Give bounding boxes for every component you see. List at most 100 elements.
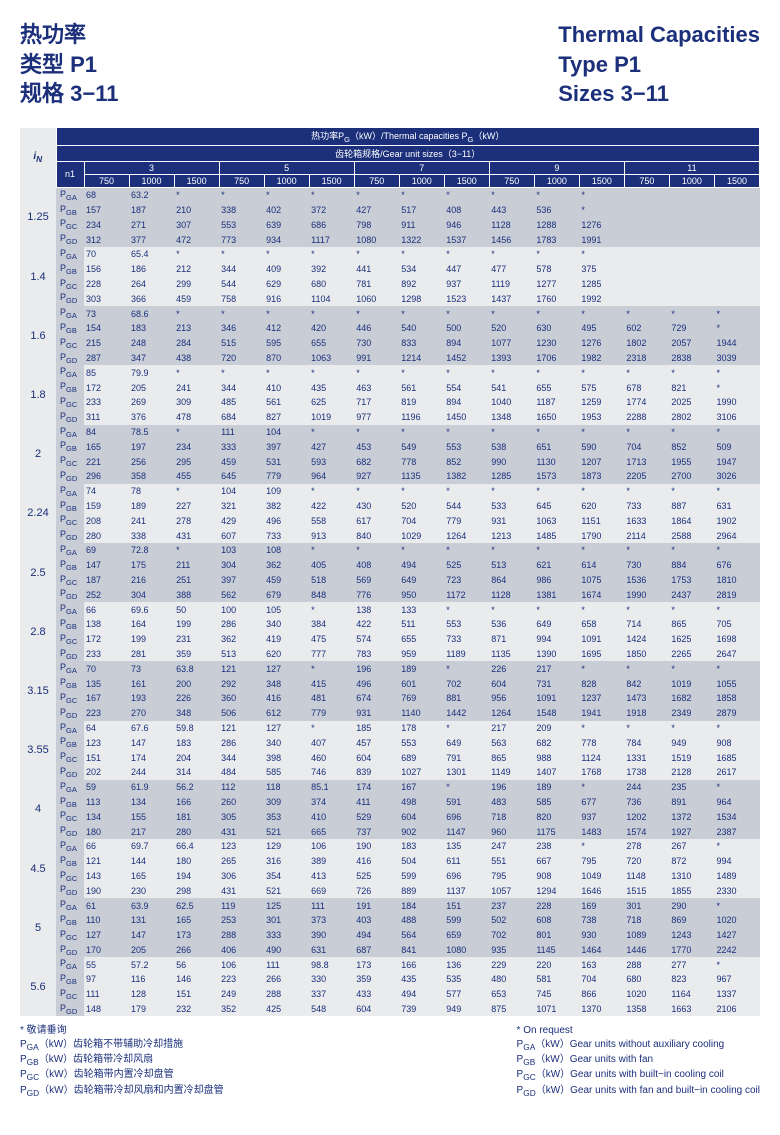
table-cell: 69.7 <box>129 839 174 854</box>
table-cell: * <box>489 484 534 499</box>
table-cell: * <box>309 661 354 676</box>
table-cell: 1941 <box>579 706 624 721</box>
table-cell: * <box>174 543 219 558</box>
table-cell <box>669 277 714 292</box>
sub-label: PGB <box>56 972 84 987</box>
table-cell: * <box>534 484 579 499</box>
table-cell: 1089 <box>624 928 669 943</box>
header-n1: n1 <box>56 161 84 187</box>
table-cell: * <box>444 187 489 202</box>
table-cell: * <box>579 365 624 380</box>
table-cell: 202 <box>84 765 129 780</box>
table-cell: 1372 <box>669 809 714 824</box>
table-cell: 97 <box>84 972 129 987</box>
table-cell: 745 <box>534 987 579 1002</box>
table-cell: 894 <box>444 336 489 351</box>
table-cell: 602 <box>624 321 669 336</box>
table-cell: 2318 <box>624 351 669 366</box>
header-speed: 1500 <box>174 174 219 187</box>
table-cell: 173 <box>354 957 399 972</box>
table-cell: 1071 <box>534 1002 579 1017</box>
table-cell: 235 <box>669 780 714 795</box>
table-cell: 1137 <box>444 883 489 898</box>
table-cell: 180 <box>84 824 129 839</box>
table-cell: 569 <box>354 573 399 588</box>
table-cell: 655 <box>534 380 579 395</box>
table-cell: 175 <box>129 558 174 573</box>
table-cell: * <box>714 602 759 617</box>
table-cell: 164 <box>129 617 174 632</box>
table-cell: 477 <box>489 262 534 277</box>
header-speed: 750 <box>354 174 399 187</box>
table-cell: 1370 <box>579 1002 624 1017</box>
table-cell: 949 <box>669 735 714 750</box>
table-cell: 964 <box>714 795 759 810</box>
table-cell: 127 <box>84 928 129 943</box>
table-cell: 156 <box>84 262 129 277</box>
table-cell: 59.8 <box>174 721 219 736</box>
table-cell: 678 <box>624 380 669 395</box>
table-cell <box>624 262 669 277</box>
table-cell: 544 <box>444 499 489 514</box>
table-cell: * <box>534 365 579 380</box>
table-cell: 234 <box>174 439 219 454</box>
table-cell: 459 <box>174 291 219 306</box>
table-cell: 717 <box>354 395 399 410</box>
table-cell: 217 <box>534 661 579 676</box>
table-cell: 238 <box>534 839 579 854</box>
table-cell: 412 <box>264 321 309 336</box>
table-cell: 304 <box>129 587 174 602</box>
table-cell: 1783 <box>534 232 579 247</box>
table-cell: 2057 <box>669 336 714 351</box>
table-cell: 2964 <box>714 528 759 543</box>
table-cell: 1625 <box>669 632 714 647</box>
table-cell: * <box>669 543 714 558</box>
table-cell: 677 <box>579 795 624 810</box>
table-cell: 1953 <box>579 410 624 425</box>
table-cell: 2879 <box>714 706 759 721</box>
table-cell: 689 <box>399 750 444 765</box>
table-cell: 908 <box>714 735 759 750</box>
table-cell: 1990 <box>714 395 759 410</box>
table-cell: 228 <box>534 898 579 913</box>
table-cell: 229 <box>489 957 534 972</box>
table-cell: 737 <box>354 824 399 839</box>
table-cell: 614 <box>579 558 624 573</box>
table-cell: 674 <box>354 691 399 706</box>
table-cell: 199 <box>174 617 219 632</box>
table-cell: 1548 <box>534 706 579 721</box>
table-cell: * <box>714 425 759 440</box>
table-cell: 521 <box>264 883 309 898</box>
table-cell: * <box>444 602 489 617</box>
sub-label: PGA <box>56 543 84 558</box>
table-cell: 416 <box>354 854 399 869</box>
table-cell: 540 <box>399 321 444 336</box>
table-cell: 382 <box>264 499 309 514</box>
sub-label: PGD <box>56 1002 84 1017</box>
table-cell: * <box>624 661 669 676</box>
table-cell: 191 <box>354 898 399 913</box>
table-cell: 1027 <box>399 765 444 780</box>
thermal-table: iN热功率PG（kW）/Thermal capacities PG（kW）齿轮箱… <box>20 127 760 1016</box>
table-cell: 352 <box>219 1002 264 1017</box>
table-cell: 57.2 <box>129 957 174 972</box>
table-cell: 306 <box>219 869 264 884</box>
table-cell: 256 <box>129 454 174 469</box>
table-cell: 199 <box>129 632 174 647</box>
table-cell: 78.5 <box>129 425 174 440</box>
table-cell: 104 <box>219 484 264 499</box>
table-cell: * <box>219 247 264 262</box>
table-cell: 964 <box>309 469 354 484</box>
table-cell: 798 <box>354 217 399 232</box>
table-cell: 3039 <box>714 351 759 366</box>
table-cell: 736 <box>624 795 669 810</box>
table-cell: 1850 <box>624 647 669 662</box>
table-cell: * <box>534 602 579 617</box>
table-cell: 187 <box>129 203 174 218</box>
table-cell: 481 <box>309 691 354 706</box>
table-cell: * <box>309 543 354 558</box>
sub-label: PGD <box>56 410 84 425</box>
table-cell: 267 <box>669 839 714 854</box>
in-value: 2.5 <box>20 543 56 602</box>
table-cell: * <box>669 602 714 617</box>
